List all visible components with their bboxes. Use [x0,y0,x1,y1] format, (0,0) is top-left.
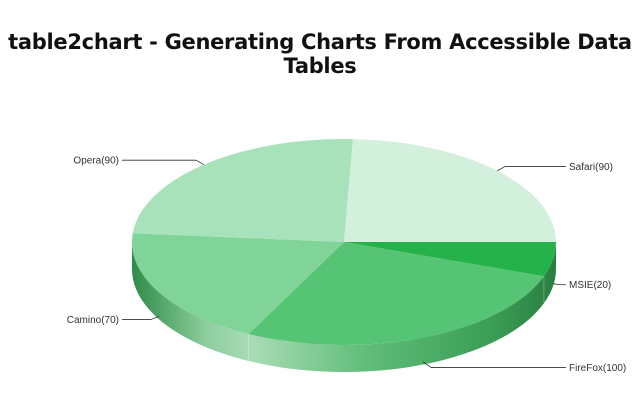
pie-slice-firefox [248,242,544,345]
pie-leader-safari [496,166,566,172]
pie-slice-camino [132,233,344,334]
pie-label-camino: Camino(70) [67,315,119,326]
pie-slice-safari [344,139,556,242]
pie-labels: MSIE(20) FireFox(100) Camino(70) Opera(90) S… [67,156,627,374]
pie-tops [132,139,556,345]
pie-leader-camino [122,316,160,320]
pie-leader-firefox [422,361,566,368]
pie-slice-opera [132,139,353,242]
pie-slice-msie [344,242,556,277]
pie-leader-msie [552,283,566,286]
pie-front-wall [132,242,556,373]
pie-sides [132,242,556,373]
chart-title: table2chart - Generating Charts From Acc… [8,30,632,78]
pie-label-msie: MSIE(20) [569,280,611,291]
pie-label-firefox: FireFox(100) [569,363,626,374]
pie-leader-opera [122,159,205,166]
pie-label-safari: Safari(90) [569,162,613,173]
pie-label-opera: Opera(90) [73,156,119,167]
